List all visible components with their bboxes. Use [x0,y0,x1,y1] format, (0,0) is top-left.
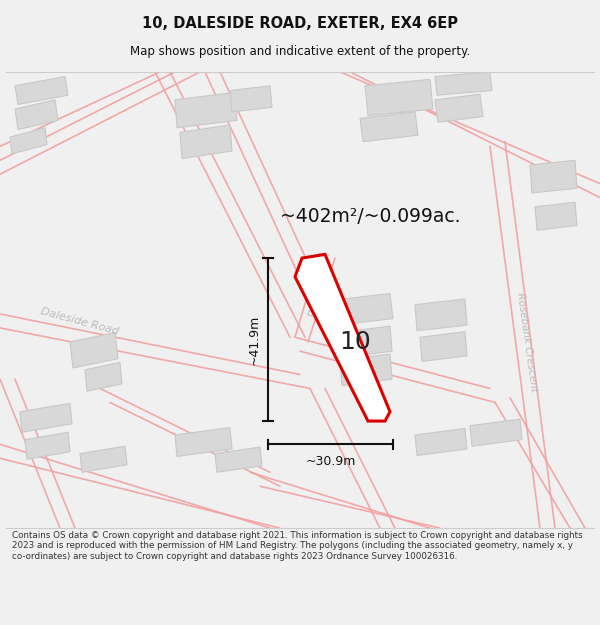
Polygon shape [340,354,392,386]
Polygon shape [175,92,237,128]
Text: ~41.9m: ~41.9m [248,314,260,365]
Polygon shape [180,125,232,159]
Polygon shape [470,419,522,446]
Polygon shape [420,332,467,361]
Polygon shape [415,429,467,456]
Polygon shape [360,112,418,142]
Polygon shape [435,94,483,122]
Polygon shape [435,72,492,95]
Text: ~30.9m: ~30.9m [305,454,356,468]
Polygon shape [340,326,392,357]
Text: Daleside Road: Daleside Road [40,306,120,337]
Polygon shape [85,362,122,391]
Text: ~402m²/~0.099ac.: ~402m²/~0.099ac. [280,207,460,226]
Polygon shape [15,100,58,129]
Polygon shape [25,432,70,459]
Text: Contains OS data © Crown copyright and database right 2021. This information is : Contains OS data © Crown copyright and d… [12,531,583,561]
Text: Rosebank Crescent: Rosebank Crescent [515,291,539,392]
Polygon shape [15,76,68,104]
Polygon shape [80,446,127,472]
Polygon shape [10,127,47,154]
Polygon shape [20,403,72,432]
Polygon shape [530,161,577,193]
Text: Daleside: Daleside [307,274,325,317]
Polygon shape [230,86,272,112]
Polygon shape [365,79,433,116]
Polygon shape [70,332,118,368]
Text: 10: 10 [339,330,371,354]
Polygon shape [295,254,390,421]
Polygon shape [175,428,232,456]
Text: 10, DALESIDE ROAD, EXETER, EX4 6EP: 10, DALESIDE ROAD, EXETER, EX4 6EP [142,16,458,31]
Polygon shape [335,294,393,325]
Polygon shape [215,447,262,472]
Polygon shape [415,299,467,331]
Polygon shape [535,202,577,230]
Text: Map shows position and indicative extent of the property.: Map shows position and indicative extent… [130,44,470,58]
